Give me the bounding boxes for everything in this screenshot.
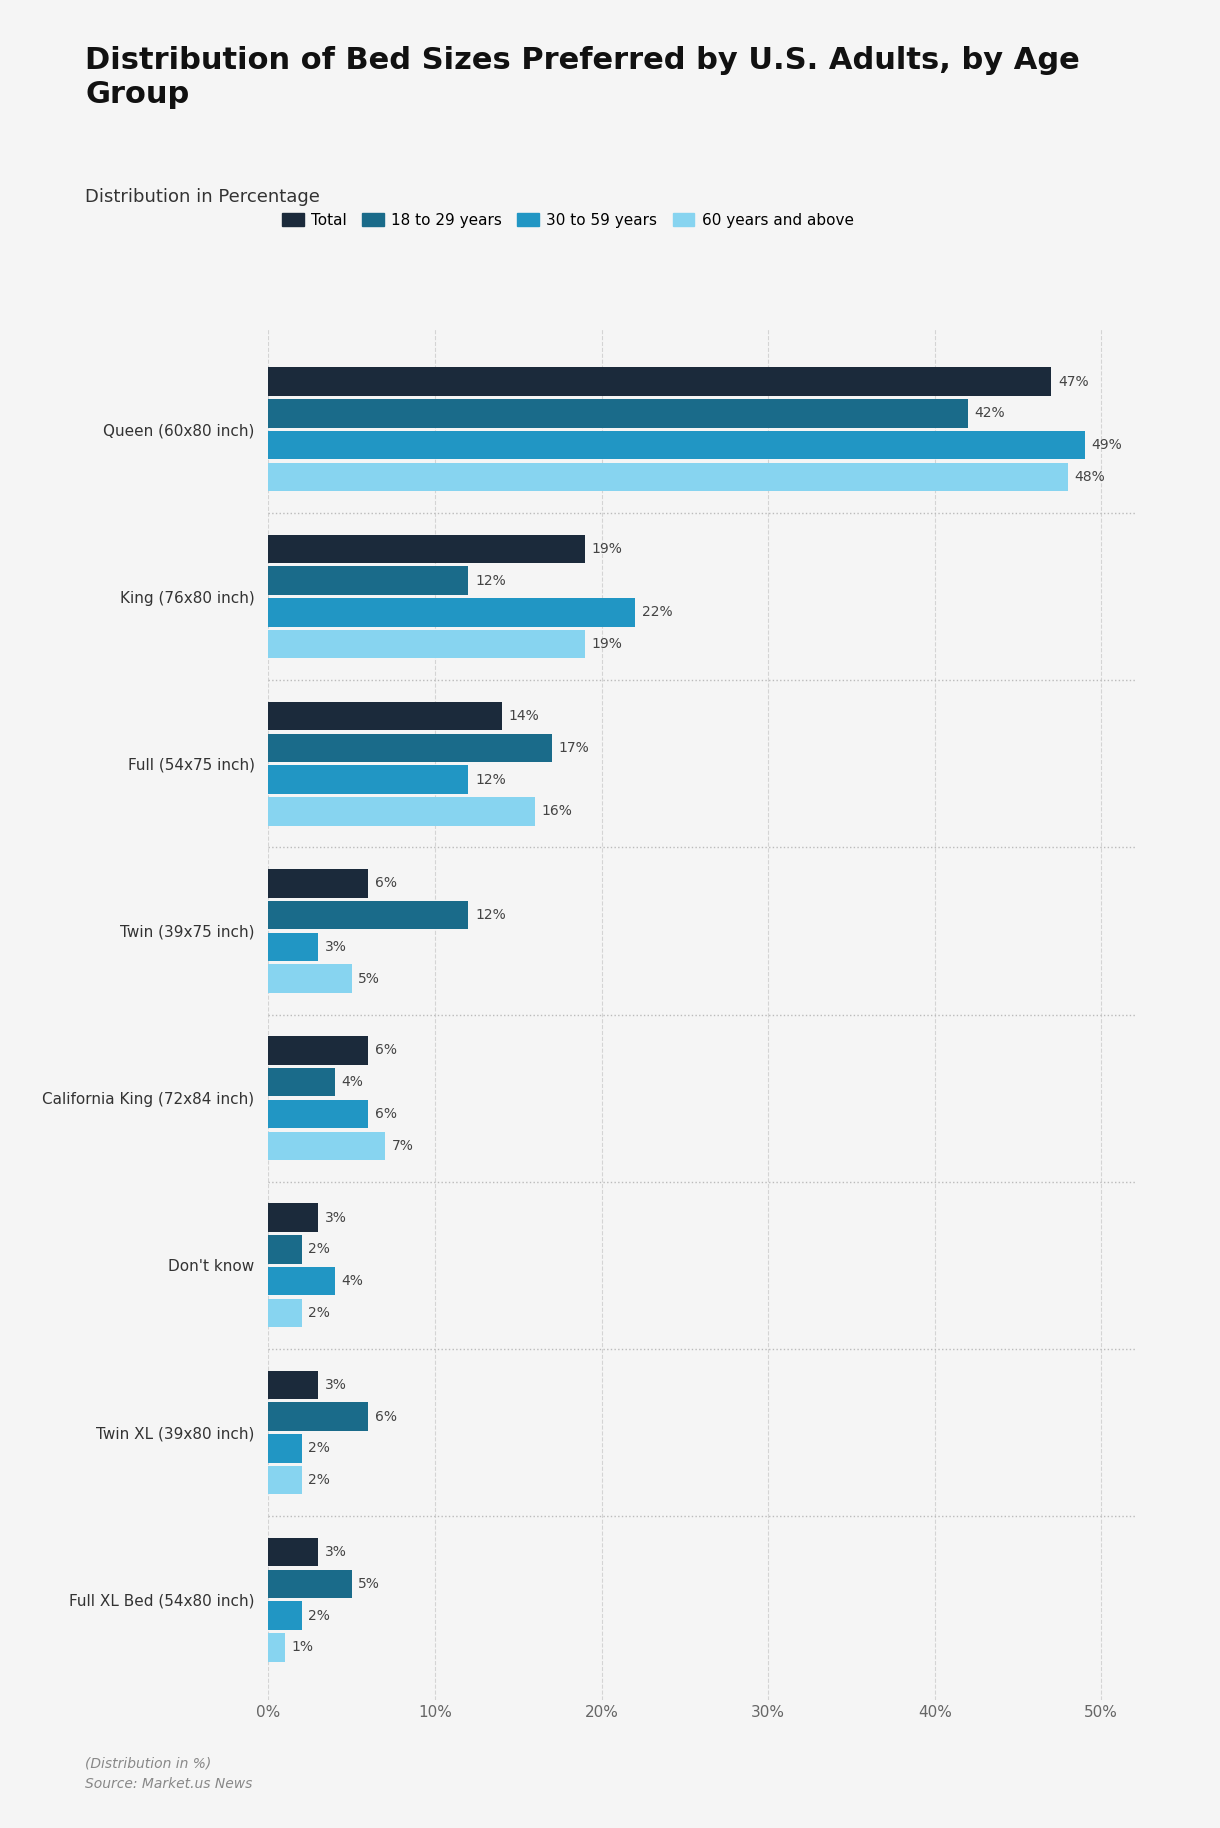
Bar [268,702,501,731]
Bar [268,901,468,929]
Text: 6%: 6% [375,1044,397,1057]
Bar [268,1537,318,1567]
Bar [268,1036,368,1064]
Text: 19%: 19% [592,541,622,556]
Text: (Distribution in %)
Source: Market.us News: (Distribution in %) Source: Market.us Ne… [85,1757,253,1791]
Bar [268,1435,301,1462]
Text: 3%: 3% [325,940,346,954]
Text: 3%: 3% [325,1378,346,1391]
Text: 2%: 2% [309,1473,331,1488]
Text: Distribution of Bed Sizes Preferred by U.S. Adults, by Age
Group: Distribution of Bed Sizes Preferred by U… [85,46,1080,110]
Bar [268,399,967,428]
Bar [268,1267,336,1296]
Bar [268,534,584,563]
Text: 48%: 48% [1075,470,1105,484]
Bar [268,733,551,762]
Text: 7%: 7% [392,1139,414,1153]
Text: 19%: 19% [592,638,622,651]
Text: 1%: 1% [292,1640,314,1654]
Bar [268,1068,336,1097]
Text: 16%: 16% [542,804,572,819]
Bar [268,1632,285,1662]
Text: 4%: 4% [342,1075,364,1089]
Text: 12%: 12% [475,773,506,786]
Text: 2%: 2% [309,1243,331,1256]
Text: 12%: 12% [475,909,506,921]
Text: 6%: 6% [375,876,397,890]
Bar [268,797,534,826]
Text: 42%: 42% [975,406,1005,420]
Text: 2%: 2% [309,1442,331,1455]
Text: 12%: 12% [475,574,506,587]
Bar [268,1203,318,1232]
Text: 4%: 4% [342,1274,364,1289]
Text: 6%: 6% [375,1409,397,1424]
Text: 6%: 6% [375,1108,397,1121]
Bar [268,1371,318,1398]
Text: 17%: 17% [559,740,589,755]
Bar [268,367,1052,397]
Bar [268,1466,301,1495]
Bar [268,1100,368,1128]
Text: 3%: 3% [325,1545,346,1559]
Text: 5%: 5% [359,1578,381,1590]
Text: 3%: 3% [325,1210,346,1225]
Legend: Total, 18 to 29 years, 30 to 59 years, 60 years and above: Total, 18 to 29 years, 30 to 59 years, 6… [276,207,860,234]
Bar [268,431,1085,459]
Bar [268,932,318,962]
Bar [268,631,584,658]
Bar [268,766,468,793]
Text: Distribution in Percentage: Distribution in Percentage [85,188,321,207]
Bar [268,1236,301,1263]
Bar [268,567,468,594]
Text: 14%: 14% [509,709,539,724]
Bar [268,965,351,993]
Bar [268,462,1068,492]
Text: 2%: 2% [309,1305,331,1320]
Text: 47%: 47% [1058,375,1088,389]
Bar [268,1570,351,1598]
Bar [268,1132,386,1161]
Text: 22%: 22% [642,605,672,620]
Bar [268,1601,301,1631]
Text: 2%: 2% [309,1609,331,1623]
Bar [268,598,634,627]
Text: 49%: 49% [1092,439,1122,452]
Text: 5%: 5% [359,972,381,985]
Bar [268,1298,301,1327]
Bar [268,868,368,898]
Bar [268,1402,368,1431]
